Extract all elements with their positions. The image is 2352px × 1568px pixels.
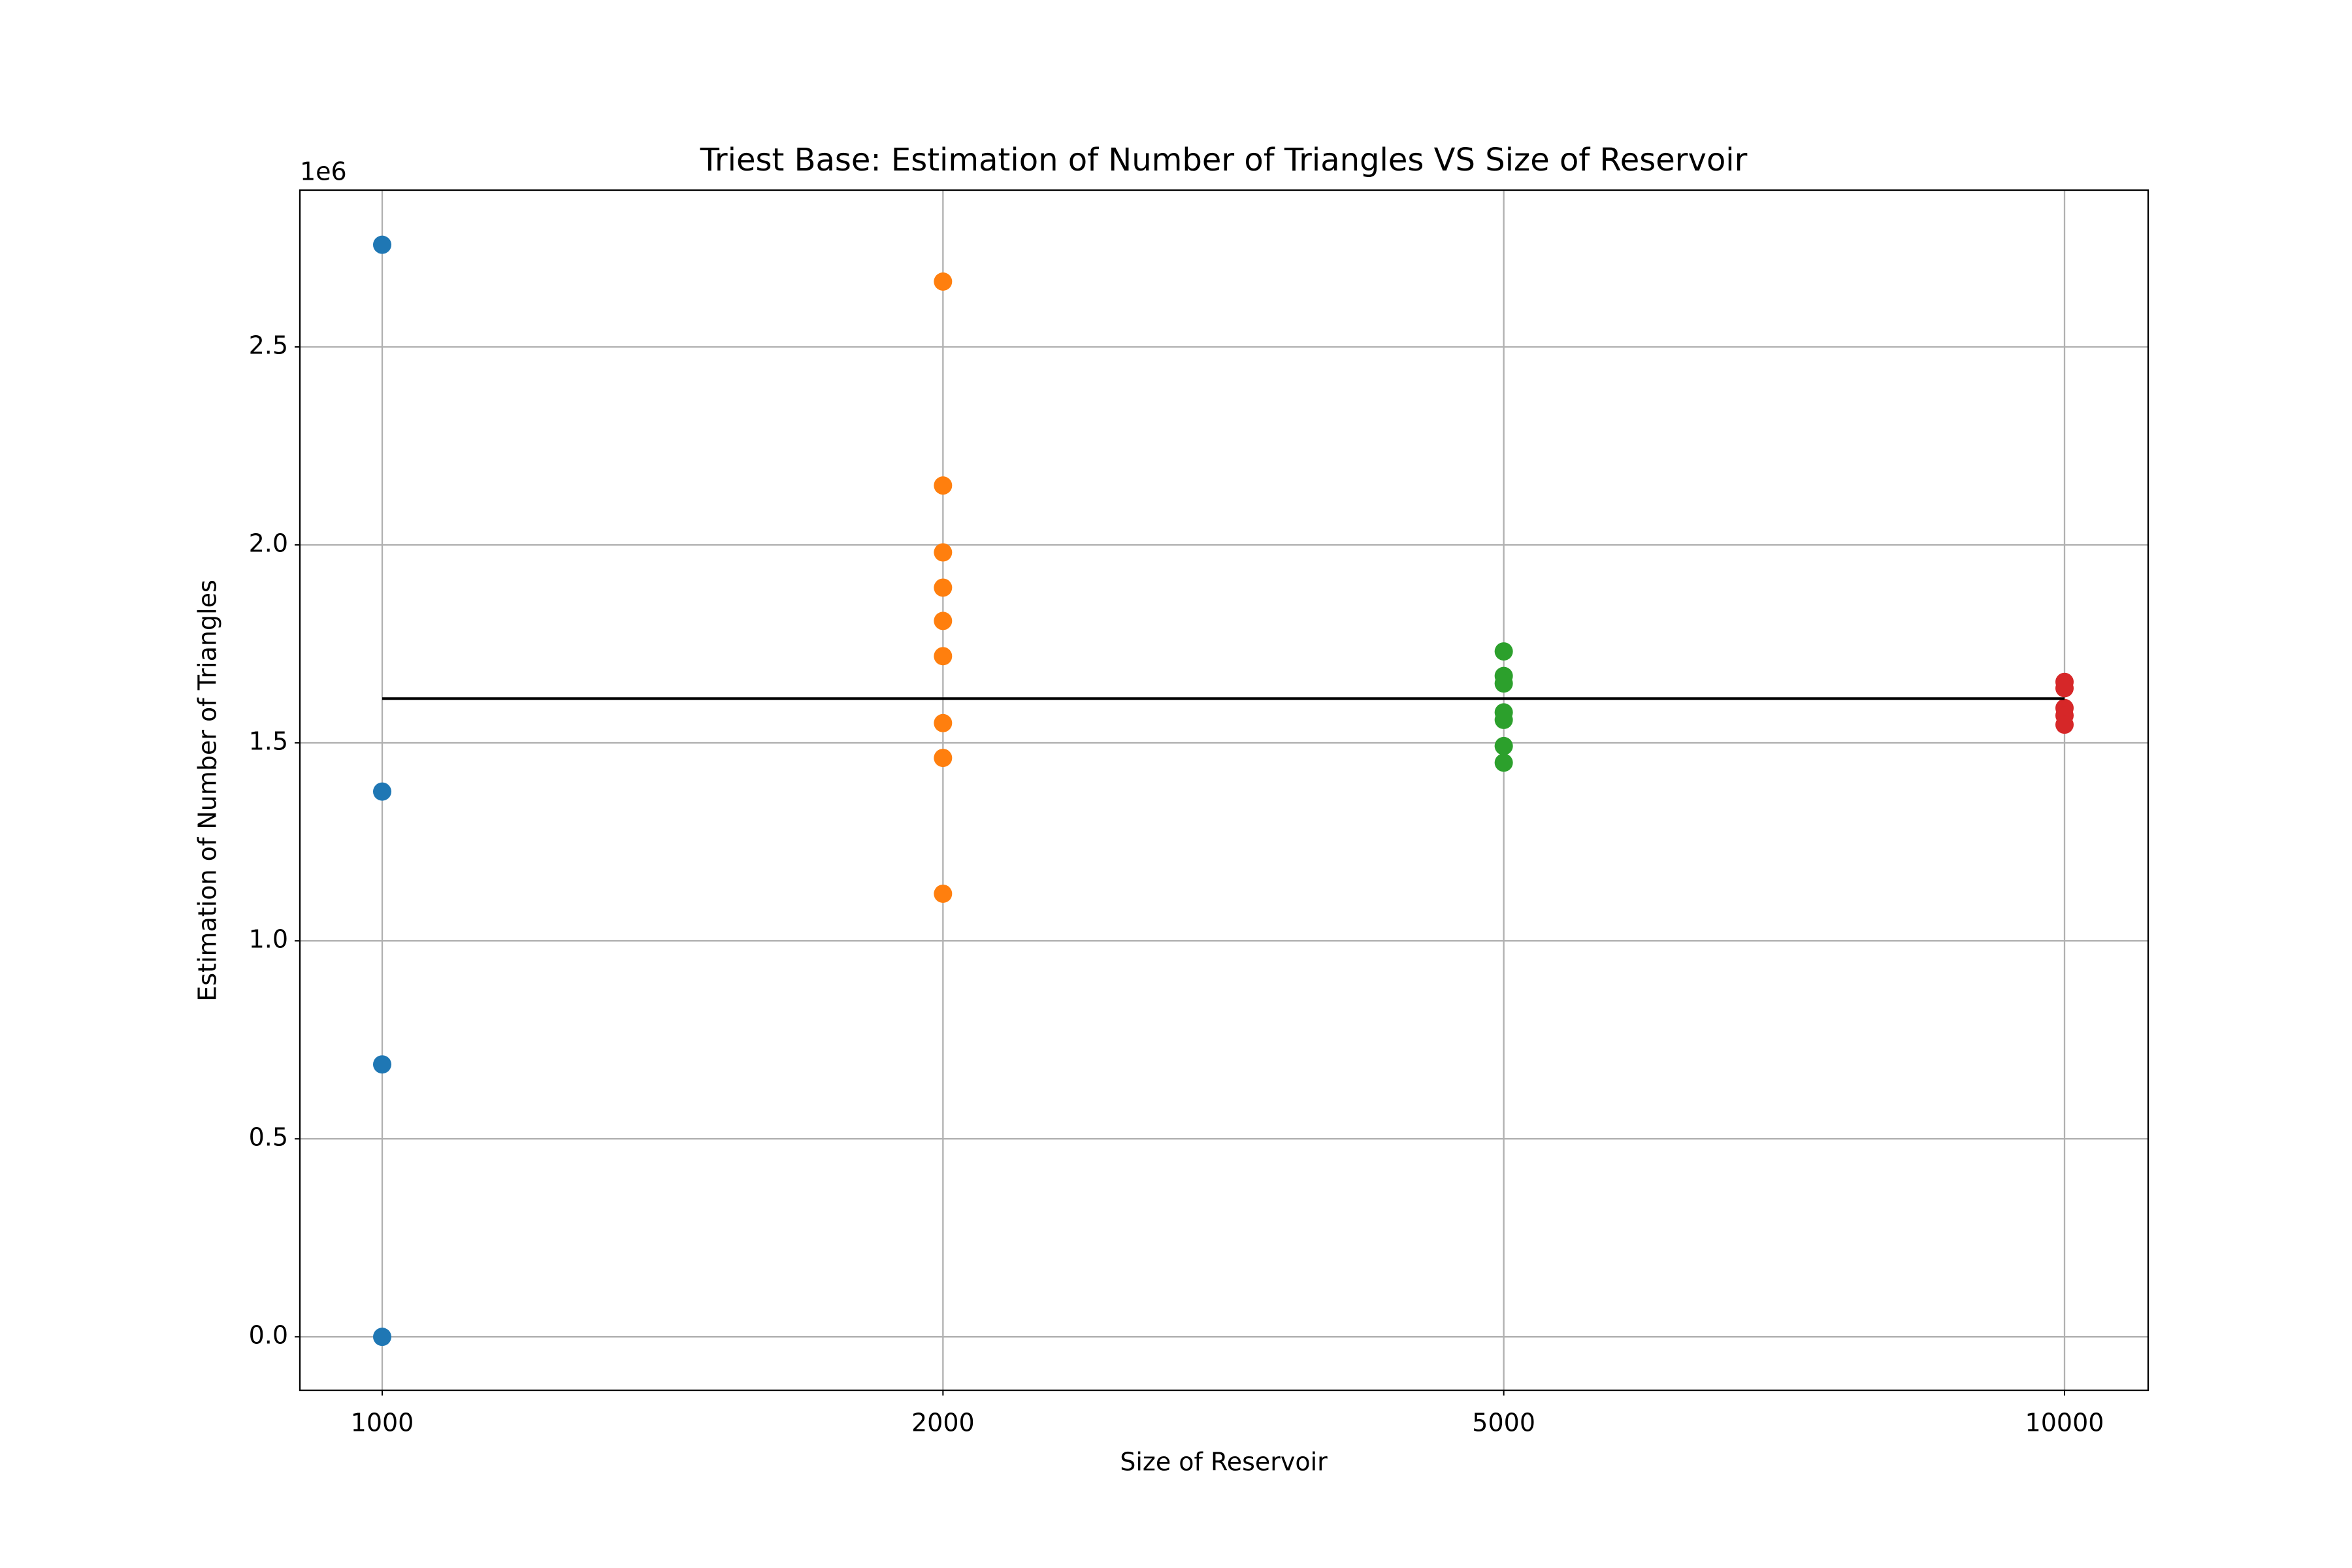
- point: [373, 1328, 391, 1347]
- point: [1494, 753, 1513, 772]
- point: [934, 578, 953, 597]
- point: [934, 272, 953, 291]
- point: [934, 884, 953, 903]
- x-tick-label: 1000: [351, 1409, 414, 1437]
- point: [373, 235, 391, 254]
- point: [934, 612, 953, 630]
- point: [1494, 642, 1513, 661]
- y-tick-label: 1.5: [249, 727, 288, 756]
- point: [1494, 736, 1513, 755]
- point: [2055, 679, 2074, 698]
- x-tick-label: 2000: [911, 1409, 975, 1437]
- point: [373, 782, 391, 801]
- point: [373, 1055, 391, 1074]
- point: [934, 543, 953, 562]
- x-axis-label: Size of Reservoir: [1120, 1448, 1328, 1477]
- point: [2055, 715, 2074, 734]
- point: [934, 476, 953, 495]
- point: [934, 713, 953, 732]
- y-tick-label: 0.0: [249, 1321, 288, 1350]
- point: [934, 749, 953, 768]
- x-tick-label: 5000: [1472, 1409, 1535, 1437]
- x-tick-label: 10000: [2025, 1409, 2104, 1437]
- point: [1494, 710, 1513, 729]
- y-tick-label: 1.0: [249, 925, 288, 954]
- plot-frame: [299, 189, 2149, 1392]
- y-offset-label: 1e6: [300, 157, 347, 186]
- y-axis-label: Estimation of Number of Triangles: [193, 580, 222, 1002]
- point: [934, 647, 953, 666]
- point: [1494, 674, 1513, 693]
- y-tick-label: 2.0: [249, 529, 288, 558]
- y-tick-label: 2.5: [249, 331, 288, 360]
- y-tick-label: 0.5: [249, 1123, 288, 1152]
- chart-title: Triest Base: Estimation of Number of Tri…: [700, 142, 1748, 178]
